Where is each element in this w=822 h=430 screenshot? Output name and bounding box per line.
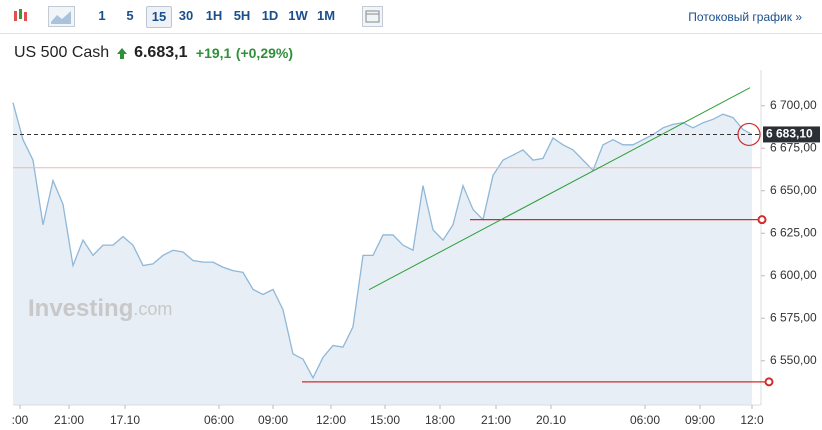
- x-tick-label: 15:00: [370, 413, 400, 427]
- x-tick-label: 12:00: [316, 413, 346, 427]
- x-tick-label: :00: [12, 413, 29, 427]
- interval-button[interactable]: 5: [126, 8, 134, 23]
- interval-button[interactable]: 1: [98, 8, 106, 23]
- y-tick-label: 6 675,00: [770, 140, 817, 154]
- y-tick-label: 6 625,00: [770, 225, 817, 239]
- interval-button[interactable]: 1H: [205, 8, 223, 23]
- x-tick-label: 06:00: [630, 413, 660, 427]
- y-tick-label: 6 700,00: [770, 98, 817, 112]
- line-handle: [757, 215, 767, 225]
- line-handle: [764, 377, 774, 387]
- x-tick-label: 20.10: [536, 413, 566, 427]
- area-icon[interactable]: [48, 6, 76, 28]
- area-fill: [13, 102, 752, 405]
- interval-button[interactable]: 1D: [261, 8, 279, 23]
- watermark: Investing.com: [28, 295, 172, 322]
- price-line: [12, 102, 753, 380]
- interval-button[interactable]: 15: [146, 6, 172, 28]
- stream-link[interactable]: Потоковый график »: [688, 10, 802, 24]
- y-tick-label: 6 575,00: [770, 310, 817, 324]
- trend-line: [368, 87, 751, 291]
- x-tick-label: 06:00: [204, 413, 234, 427]
- last-price-label: 6 683,10: [766, 127, 813, 141]
- interval-button[interactable]: 30: [178, 8, 194, 23]
- interval-button[interactable]: 5H: [233, 8, 251, 23]
- change: +19,1: [195, 45, 232, 61]
- interval-button[interactable]: 1M: [316, 8, 336, 23]
- x-tick-label: 12:0: [740, 413, 764, 427]
- y-tick-label: 6 550,00: [770, 353, 817, 367]
- x-tick-label: 21:00: [54, 413, 84, 427]
- header: US 500 Cash 6.683,1 +19,1 (+0,29%): [14, 44, 293, 62]
- instrument: US 500 Cash: [14, 44, 110, 61]
- x-tick-label: 21:00: [481, 413, 511, 427]
- settings-icon[interactable]: [362, 6, 384, 28]
- x-tick-label: 09:00: [258, 413, 288, 427]
- change-pct: (+0,29%): [235, 45, 294, 61]
- x-tick-label: 18:00: [425, 413, 455, 427]
- x-tick-label: 09:00: [685, 413, 715, 427]
- toolbar: 1 5 15 30 1H 5H 1D 1W 1M Потоковый график »: [0, 0, 822, 34]
- interval-button[interactable]: 1W: [288, 8, 308, 23]
- y-tick-label: 6 600,00: [770, 268, 817, 282]
- y-tick-label: 6 650,00: [770, 183, 817, 197]
- candle-icon[interactable]: [8, 0, 48, 33]
- up-arrow: [116, 48, 127, 59]
- last-price-box: [763, 126, 820, 143]
- price: 6.683,1: [134, 44, 188, 61]
- last-point-marker: [737, 122, 761, 147]
- x-tick-label: 17.10: [110, 413, 140, 427]
